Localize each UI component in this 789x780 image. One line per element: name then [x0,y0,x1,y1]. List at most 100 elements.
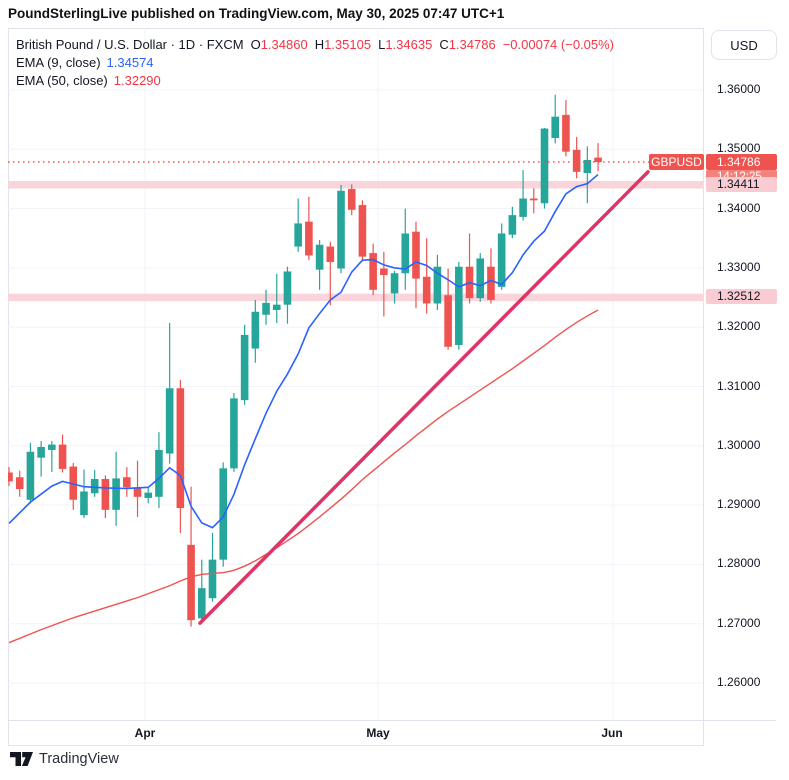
candle-body [165,388,174,454]
candle-body [358,205,367,257]
price-scale-separator[interactable] [703,28,704,746]
candle-body [551,116,560,139]
level-band [8,293,703,302]
chart-legend: British Pound / U.S. Dollar · 1D · FXCM O… [16,36,614,90]
candle-body [540,128,549,204]
candle-body [401,233,410,274]
price-tick: 1.30000 [717,437,761,452]
candle-body [444,295,452,347]
candle-body [123,477,131,488]
candle-body [422,276,431,304]
candle-body [497,233,506,287]
ohlc-key: L [378,37,386,52]
candle-body [187,544,195,621]
candle-body [508,215,517,235]
candle-body [305,221,313,256]
candlestick-plot[interactable] [8,28,703,720]
candle-body [155,449,163,497]
candle-body [572,149,581,172]
candle-body [529,198,538,201]
candle-body [433,266,442,304]
candle-body [294,223,302,247]
page-title: PoundSterlingLive published on TradingVi… [8,6,505,21]
ema9-value: 1.34574 [106,55,154,70]
currency-toggle-button[interactable]: USD [711,30,777,60]
candle-body [369,253,377,290]
candle-body [412,231,420,279]
ohlc-key: C [439,37,449,52]
price-tick: 1.31000 [717,378,761,393]
ohlc-values: O1.34860 H1.35105 L1.34635 C1.34786 [244,37,496,52]
price-tick: 1.35000 [717,141,761,156]
candle-body [133,487,142,497]
candle-body [455,266,463,345]
legend-symbol-row[interactable]: British Pound / U.S. Dollar · 1D · FXCM O… [16,36,614,54]
candle-body [583,159,592,174]
ohlc-value: 1.35105 [324,37,372,52]
tradingview-logo-icon[interactable] [10,751,33,767]
last-price-chip: 1.34786 [706,153,777,170]
level-price-chip: 1.34411 [706,176,777,192]
price-tick: 1.29000 [717,497,761,512]
ohlc-value: 1.34635 [385,37,433,52]
candle-body [487,266,495,300]
ema50-line [8,309,599,644]
candle-body [176,388,185,509]
ema9-line [8,173,599,529]
candle-body [144,492,153,498]
candle-body [347,189,356,210]
month-label-may: May [366,726,390,740]
candle-body [37,446,45,458]
candle-body [476,258,485,299]
candle-body [101,479,110,510]
brand-name[interactable]: TradingView [39,751,119,767]
ohlc-value: 1.34860 [260,37,308,52]
candle-body [8,472,13,482]
candle-body [326,246,335,262]
time-axis[interactable]: Apr May Jun [8,720,776,746]
price-tick: 1.36000 [717,82,761,96]
candle-body [26,451,35,500]
candle-body [240,334,249,401]
candle-body [315,244,324,270]
symbol-description[interactable]: British Pound / U.S. Dollar · 1D · FXCM [16,37,244,52]
ohlc-value: 1.34786 [448,37,496,52]
ohlc-key: O [250,37,261,52]
candle-body [58,444,67,469]
change-value: −0.00074 (−0.05%) [502,37,615,52]
month-label-jun: Jun [601,726,623,740]
candle-body [15,477,24,490]
candle-body [90,479,99,494]
candle-body [562,114,570,152]
footer: TradingView [10,751,119,767]
candle-body [262,302,270,315]
ema9-label[interactable]: EMA (9, close) [16,55,101,70]
symbol-price-label: GBPUSD [649,153,704,170]
legend-ema50-row[interactable]: EMA (50, close) 1.32290 [16,72,614,90]
legend-ema9-row[interactable]: EMA (9, close) 1.34574 [16,54,614,72]
candle-body [48,444,56,450]
price-tick: 1.33000 [717,259,761,274]
candle-body [519,198,527,217]
candle-body [208,559,217,599]
candle-body [283,271,292,305]
price-tick: 1.27000 [717,615,761,630]
candle-body [380,268,388,276]
price-tick: 1.26000 [717,675,761,689]
candle-body [251,311,260,349]
time-axis-border [8,720,776,721]
level-band [8,181,703,189]
month-label-apr: Apr [134,726,156,740]
candle-body [337,190,345,269]
price-tick: 1.34000 [717,200,761,215]
ema50-value: 1.32290 [113,73,161,88]
candle-body [80,491,88,516]
candle-body [112,478,120,510]
candle-body [594,157,602,162]
price-scale[interactable]: 1.36000 1.35000 1.34000 1.33000 1.32000 1.310… [704,28,777,746]
ema50-label[interactable]: EMA (50, close) [16,73,108,88]
candle-body [390,273,399,294]
candle-body [272,304,281,311]
candle-body [69,466,78,500]
